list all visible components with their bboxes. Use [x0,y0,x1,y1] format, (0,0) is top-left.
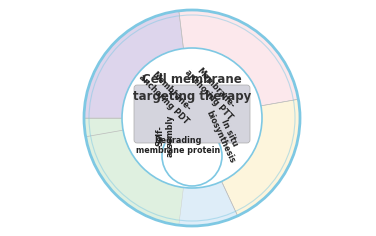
Wedge shape [84,11,192,118]
Circle shape [162,126,222,186]
Wedge shape [192,99,300,216]
Wedge shape [86,118,238,226]
Wedge shape [84,118,192,225]
FancyBboxPatch shape [134,85,250,143]
Text: Membrane-
anchoring PTT: Membrane- anchoring PTT [183,61,241,122]
Wedge shape [179,10,299,118]
Text: In situ
biosynthesis: In situ biosynthesis [204,105,246,164]
Circle shape [122,48,262,188]
Text: Self-
assembly: Self- assembly [155,115,175,157]
Text: Degrading
membrane protein: Degrading membrane protein [136,136,220,155]
Text: Membrane-
anchoring PDT: Membrane- anchoring PDT [137,65,197,126]
Text: Cell membrane
targeting therapy: Cell membrane targeting therapy [133,73,251,103]
